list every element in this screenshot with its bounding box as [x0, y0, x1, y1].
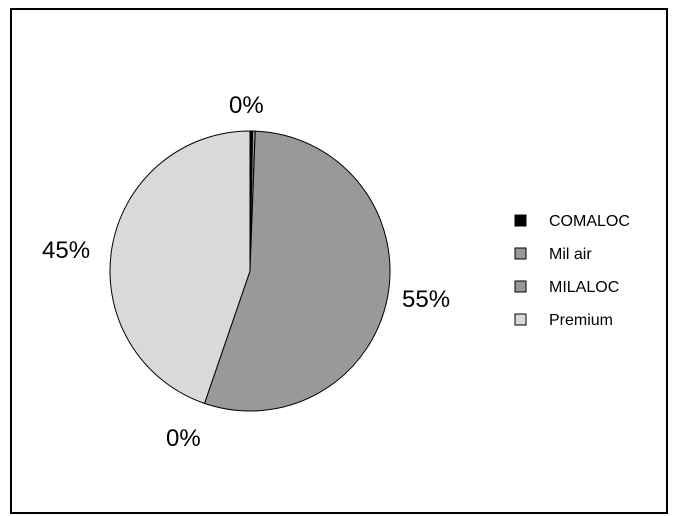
legend-swatch-comaloc — [514, 214, 527, 227]
legend-item-mil-air: Mil air — [514, 246, 592, 263]
pie-slice-labels: 0% 55% 45% 0% — [42, 92, 450, 452]
legend-label-milaloc: MILALOC — [549, 279, 619, 296]
slice-label-milaloc: 55% — [402, 286, 450, 313]
legend-swatch-mil-air — [514, 247, 527, 260]
legend-swatch-milaloc — [514, 280, 527, 293]
legend-label-mil-air: Mil air — [549, 246, 592, 263]
slice-label-comaloc: 0% — [229, 92, 264, 119]
legend-item-premium: Premium — [514, 312, 613, 329]
legend: COMALOC Mil air MILALOC Premium — [514, 213, 630, 329]
pie-slice-premium — [109, 130, 251, 405]
legend-item-comaloc: COMALOC — [514, 213, 630, 230]
pie-slices — [109, 130, 391, 412]
pie-slice-milaloc — [203, 130, 391, 412]
slice-label-mil-air: 0% — [166, 425, 201, 452]
legend-swatch-premium — [514, 313, 527, 326]
legend-item-milaloc: MILALOC — [514, 279, 619, 296]
slice-label-premium: 45% — [42, 237, 90, 264]
legend-label-premium: Premium — [549, 312, 613, 329]
legend-label-comaloc: COMALOC — [549, 213, 630, 230]
